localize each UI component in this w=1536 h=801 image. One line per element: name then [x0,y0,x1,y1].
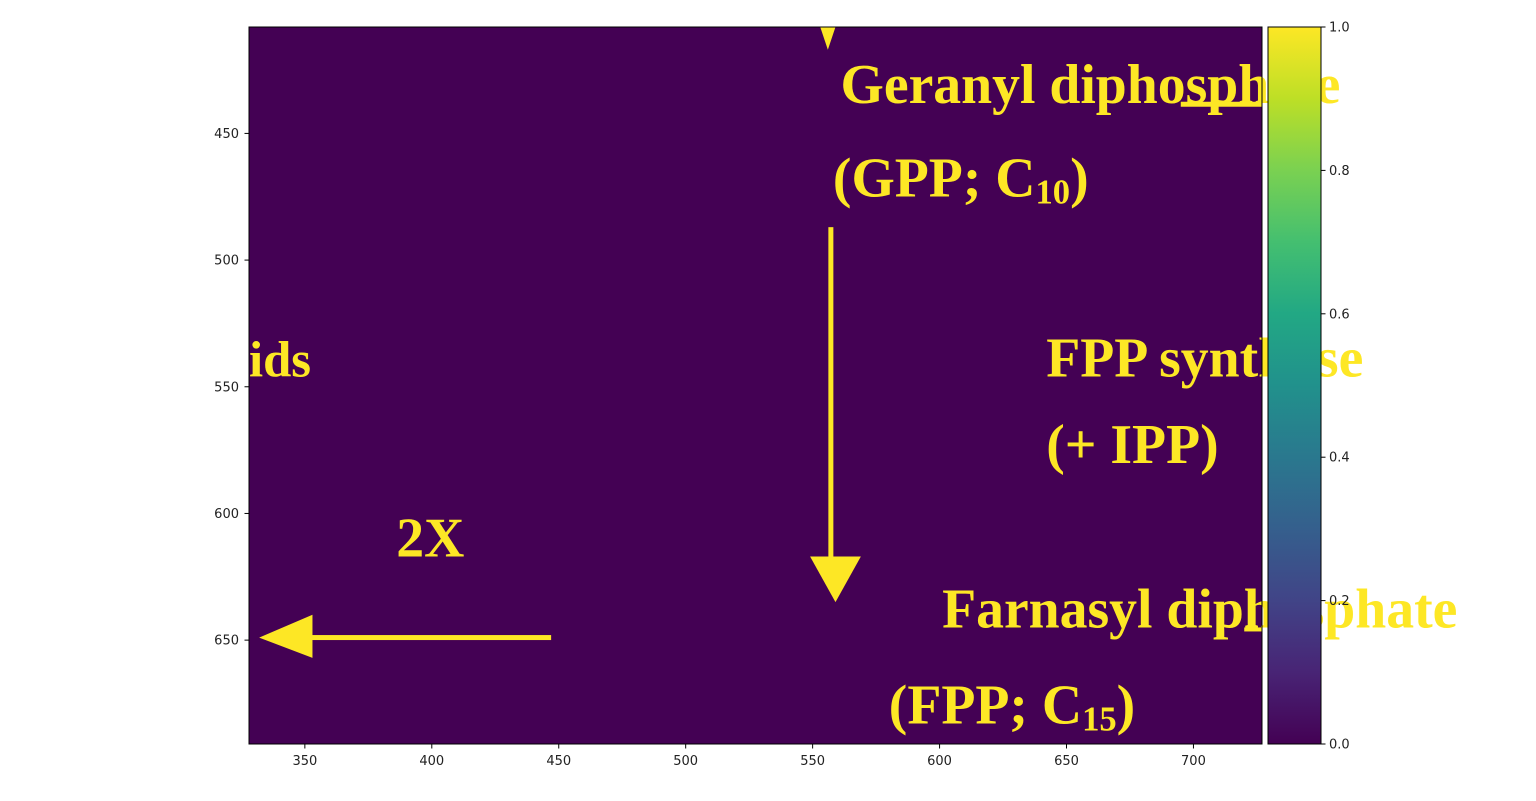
y-tick-label: 650 [214,634,239,649]
ids-fragment: ids [249,332,311,388]
x-axis: 350 400 450 500 550 600 650 700 [292,744,1206,769]
gpp-formula: (GPP; C10) [833,148,1089,212]
colorbar-axis: 0.0 0.2 0.4 0.6 0.8 1.0 [1321,21,1350,753]
left-arrow-head [259,614,313,658]
plot-frame [248,26,1263,745]
top-arrow-head [820,27,836,50]
left-arrow-shaft [279,635,552,641]
x-tick-label: 400 [419,754,444,769]
colorbar-tick-label: 0.2 [1329,594,1350,609]
y-tick-label: 600 [214,507,239,522]
fpp-formula: (FPP; C15) [889,675,1135,739]
y-axis: 450 500 550 600 650 [214,127,249,649]
vertical-arrow-head [810,556,861,603]
arrows [259,27,1262,658]
fpp-right-dash [1244,627,1262,632]
x-tick-label: 550 [800,754,825,769]
y-tick-label: 550 [214,380,239,395]
image-layer: Geranyl diphosphate(GPP; C10)FPP synthas… [249,54,1457,738]
x-tick-label: 450 [546,754,571,769]
colorbar-tick-label: 0.6 [1329,307,1350,322]
y-tick-label: 500 [214,254,239,269]
x-tick-label: 500 [673,754,698,769]
colorbar-tick-label: 0.0 [1329,738,1350,753]
colorbar-tick-label: 1.0 [1329,21,1350,36]
colorbar-tick-label: 0.8 [1329,164,1350,179]
colorbar [1267,26,1322,745]
colorbar-tick-label: 0.4 [1329,451,1350,466]
x-tick-label: 700 [1181,754,1206,769]
two-x: 2X [396,508,464,570]
gpp-title: Geranyl diphosphate [841,54,1341,116]
plot-background [249,27,1262,744]
y-tick-label: 450 [214,127,239,142]
plus-ipp: (+ IPP) [1046,414,1218,476]
x-tick-label: 600 [927,754,952,769]
x-tick-label: 350 [292,754,317,769]
fpp-title: Farnasyl diphosphate [942,578,1457,640]
gpp-right-line [1180,101,1262,107]
vertical-arrow-shaft [828,227,834,565]
x-tick-label: 650 [1054,754,1079,769]
